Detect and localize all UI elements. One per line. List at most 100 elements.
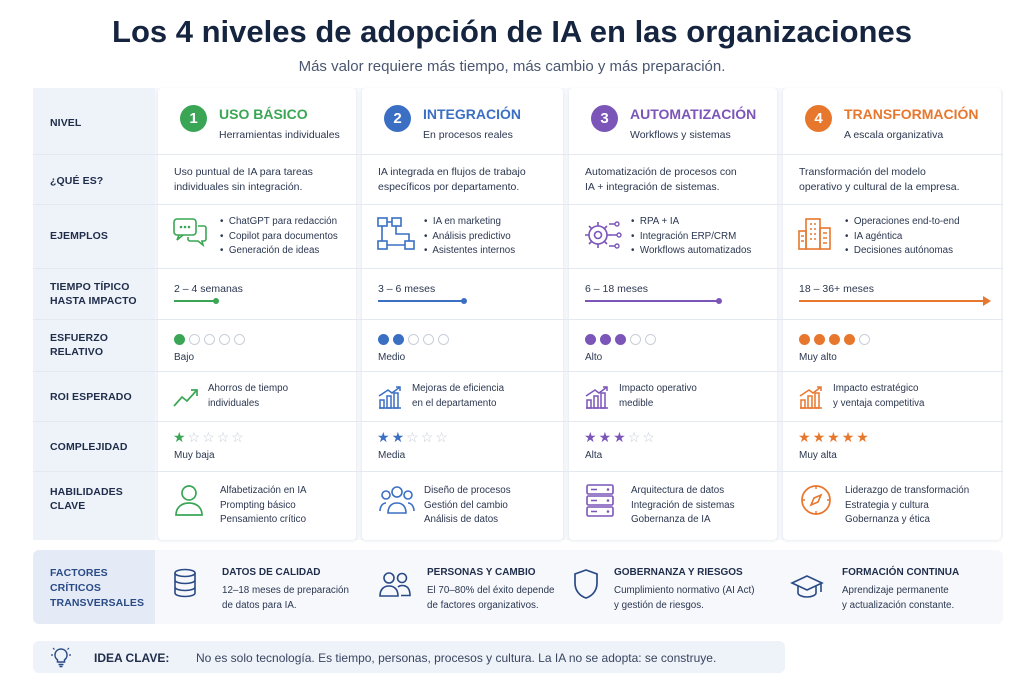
level-name: INTEGRACIÓN — [423, 106, 521, 122]
row-label-complejidad: COMPLEJIDAD — [50, 441, 128, 453]
bar-chart-growth-icon — [797, 384, 825, 415]
example-item: • RPA + IA — [631, 216, 680, 227]
row-label-esfuerzo: ESFUERZO RELATIVO — [50, 332, 108, 358]
star-empty-icon: ☆ — [202, 429, 217, 445]
star-empty-icon: ☆ — [642, 429, 657, 445]
row-label-roi: ROI ESPERADO — [50, 391, 132, 403]
skill-item: Arquitectura de datos — [631, 485, 725, 496]
complexity-rating: ★★★☆☆ — [584, 430, 657, 444]
star-filled-icon: ★ — [827, 429, 842, 445]
effort-dot-empty — [645, 334, 656, 345]
level-column-2 — [362, 88, 563, 540]
skills-list: Arquitectura de datos Integración de sist… — [631, 484, 734, 528]
time-to-impact: 6 – 18 meses — [585, 283, 649, 295]
trend-up-icon — [172, 384, 200, 415]
effort-dot-empty — [438, 334, 449, 345]
effort-dot-empty — [189, 334, 200, 345]
level-description: Automatización de procesos con IA + integ… — [585, 166, 737, 193]
example-item: • Asistentes internos — [424, 245, 516, 256]
examples-list: • Operaciones end-to-end • IA agéntica • D… — [845, 215, 960, 259]
factors-label-cell — [33, 550, 155, 624]
complexity-rating: ★★★★★ — [798, 430, 871, 444]
time-bar — [378, 300, 464, 302]
complexity-label: Alta — [585, 450, 603, 461]
row-label-que-es: ¿QUÉ ES? — [50, 175, 104, 187]
level-number-badge: 4 — [805, 105, 832, 132]
example-item: • Copilot para documentos — [220, 230, 338, 242]
effort-dot-empty — [219, 334, 230, 345]
level-number-badge: 2 — [384, 105, 411, 132]
example-item: • Análisis predictivo — [424, 230, 511, 242]
roi-text: Impacto estratégico y ventaja competitiva — [833, 383, 925, 409]
bar-chart-growth-icon — [376, 384, 404, 415]
star-filled-icon: ★ — [377, 429, 392, 445]
star-filled-icon: ★ — [391, 429, 407, 445]
effort-dot-filled — [585, 334, 596, 345]
star-filled-icon: ★ — [798, 429, 813, 445]
effort-dot-filled — [844, 334, 855, 345]
effort-dot-empty — [234, 334, 245, 345]
effort-rating — [174, 334, 249, 346]
database-icon — [172, 568, 198, 603]
example-item: • IA agéntica — [845, 230, 903, 242]
star-filled-icon: ★ — [598, 429, 614, 445]
level-number-badge: 3 — [591, 105, 618, 132]
star-filled-icon: ★ — [613, 429, 628, 445]
time-to-impact: 3 – 6 meses — [378, 283, 436, 295]
time-bar-end-dot — [213, 298, 219, 304]
team-icon — [378, 483, 416, 520]
example-item: • Integración ERP/CRM — [631, 230, 737, 242]
row-label-nivel: NIVEL — [50, 117, 82, 129]
skill-item: Alfabetización en IA — [220, 485, 307, 496]
effort-dot-filled — [174, 334, 185, 345]
skill-item: Diseño de procesos — [424, 485, 511, 496]
level-description: Transformación del modelo operativo y cul… — [799, 166, 960, 193]
factor-text: Cumplimiento normativo (AI Act) y gestión… — [614, 585, 755, 611]
effort-label: Alto — [585, 352, 603, 363]
effort-rating — [585, 334, 660, 346]
skill-item: Gobernanza de IA — [631, 514, 711, 525]
row-label-tiempo: TIEMPO TÍPICO HASTA IMPACTO — [50, 281, 137, 307]
skills-list: Liderazgo de transformación Estrategia y … — [845, 484, 969, 528]
level-subtitle: Workflows y sistemas — [630, 129, 731, 141]
level-description: Uso puntual de IA para tareas individuale… — [174, 166, 313, 193]
skill-item: Análisis de datos — [424, 514, 499, 525]
effort-dot-empty — [630, 334, 641, 345]
factor-text: El 70–80% del éxito depende de factores o… — [427, 585, 555, 611]
factor-text: Aprendizaje permanente y actualización co… — [842, 585, 955, 611]
example-item: • ChatGPT para redacción — [220, 216, 338, 227]
time-bar-end-dot — [461, 298, 467, 304]
shield-icon — [572, 568, 600, 605]
server-icon — [585, 483, 615, 522]
key-idea-bar — [33, 641, 785, 673]
compass-icon — [799, 483, 833, 522]
effort-label: Bajo — [174, 352, 195, 363]
key-idea-label: IDEA CLAVE: — [94, 651, 170, 665]
example-item: • Workflows automatizados — [631, 245, 752, 256]
complexity-label: Muy alta — [799, 450, 837, 461]
star-empty-icon: ☆ — [435, 429, 450, 445]
example-item: • Operaciones end-to-end — [845, 216, 960, 227]
person-icon — [174, 483, 204, 522]
star-empty-icon: ☆ — [627, 429, 643, 445]
time-bar — [585, 300, 719, 302]
time-bar — [799, 300, 987, 302]
example-item: • Generación de ideas — [220, 245, 320, 256]
effort-dot-filled — [814, 334, 825, 345]
row-label-habilidades: HABILIDADES CLAVE — [50, 486, 123, 512]
level-subtitle: En procesos reales — [423, 129, 513, 141]
star-empty-icon: ☆ — [406, 429, 421, 445]
factor-title: FORMACIÓN CONTINUA — [842, 567, 960, 578]
complexity-label: Muy baja — [174, 450, 215, 461]
examples-list: • ChatGPT para redacción • Copilot para d… — [220, 215, 338, 259]
effort-dot-filled — [829, 334, 840, 345]
skill-item: Liderazgo de transformación — [845, 485, 970, 496]
example-item: • IA en marketing — [424, 216, 501, 227]
examples-list: • RPA + IA • Integración ERP/CRM • Workflo… — [631, 215, 751, 259]
level-name: AUTOMATIZACIÓN — [630, 106, 757, 122]
roi-text: Impacto operativo medible — [619, 383, 697, 409]
row-label-column — [33, 88, 155, 540]
effort-dot-filled — [378, 334, 389, 345]
key-idea-text: No es solo tecnología. Es tiempo, person… — [196, 651, 717, 665]
complexity-rating: ★★☆☆☆ — [377, 430, 450, 444]
